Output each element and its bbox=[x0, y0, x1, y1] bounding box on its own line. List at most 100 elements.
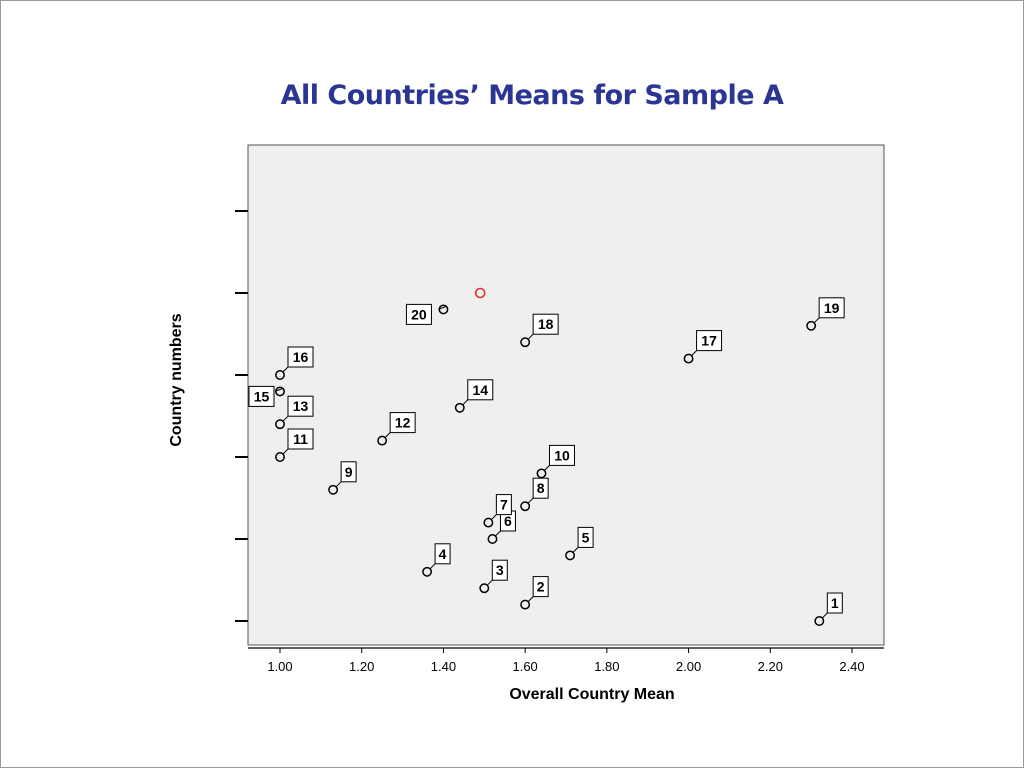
point-marker bbox=[377, 435, 388, 446]
point-marker bbox=[814, 616, 825, 626]
point-label-box bbox=[577, 526, 594, 548]
point-label: 7 bbox=[500, 497, 508, 513]
point-leader-line bbox=[527, 596, 534, 602]
point-marker bbox=[483, 517, 494, 528]
point-marker bbox=[487, 534, 498, 544]
point-marker bbox=[536, 468, 547, 479]
highlight-point-marker bbox=[474, 287, 486, 299]
point-leader-line bbox=[282, 448, 289, 455]
x-axis: 1.00 1.20 1.40 1.60 1.80 2.00 2.20 2.40 bbox=[248, 647, 884, 674]
point-marker bbox=[683, 353, 694, 364]
point-leader-line bbox=[274, 387, 284, 392]
point-label-box bbox=[467, 379, 494, 401]
point-marker bbox=[520, 599, 531, 610]
point-leader-line bbox=[282, 415, 289, 422]
point-label-box bbox=[696, 330, 723, 352]
point-label: 1 bbox=[831, 595, 839, 611]
point-label-box bbox=[532, 313, 559, 335]
point-label: 3 bbox=[496, 562, 504, 578]
point-marker bbox=[275, 370, 285, 380]
data-point: 20 bbox=[405, 303, 449, 325]
point-marker bbox=[479, 583, 490, 594]
data-point: 11 bbox=[275, 428, 314, 462]
point-marker bbox=[520, 501, 531, 512]
point-label: 6 bbox=[504, 513, 512, 529]
point-label-box bbox=[818, 297, 845, 319]
data-point: 18 bbox=[520, 313, 559, 348]
data-point: 2 bbox=[520, 576, 549, 610]
point-label-box bbox=[287, 428, 314, 450]
y-axis bbox=[235, 210, 248, 622]
point-label-box bbox=[491, 559, 508, 581]
point-leader-line bbox=[486, 579, 493, 586]
point-label-box bbox=[287, 346, 314, 368]
x-tick-label: 2.00 bbox=[676, 659, 701, 674]
page-title: All Countries’ Means for Sample A bbox=[280, 80, 784, 111]
point-label: 15 bbox=[254, 388, 270, 404]
data-point: 6 bbox=[487, 510, 516, 544]
point-label-box bbox=[826, 592, 843, 614]
point-label-box bbox=[287, 395, 314, 417]
point-leader-line bbox=[429, 563, 436, 570]
data-point: 3 bbox=[479, 559, 508, 594]
x-tick-label: 1.00 bbox=[267, 659, 292, 674]
point-label: 14 bbox=[472, 382, 488, 398]
point-marker bbox=[422, 566, 433, 577]
point-label-box bbox=[434, 543, 451, 565]
data-point: 17 bbox=[683, 330, 723, 364]
x-tick-label: 1.80 bbox=[594, 659, 619, 674]
point-marker bbox=[806, 320, 817, 331]
point-leader-line bbox=[544, 465, 550, 471]
point-label: 12 bbox=[395, 415, 411, 431]
data-point: 1 bbox=[814, 592, 843, 626]
data-point: 12 bbox=[377, 412, 416, 446]
point-leader-line bbox=[572, 547, 579, 553]
plot-area bbox=[247, 144, 885, 646]
point-leader-line bbox=[462, 399, 469, 406]
point-label: 8 bbox=[537, 480, 545, 496]
point-label: 17 bbox=[701, 333, 717, 349]
x-tick-label: 1.60 bbox=[512, 659, 537, 674]
y-axis-label: Country numbers bbox=[168, 313, 185, 446]
data-point: 9 bbox=[328, 461, 357, 495]
point-leader-line bbox=[495, 530, 501, 537]
x-tick-label: 2.20 bbox=[758, 659, 783, 674]
point-marker bbox=[275, 419, 285, 430]
point-label: 2 bbox=[537, 579, 545, 595]
point-leader-line bbox=[491, 514, 497, 520]
point-leader-line bbox=[821, 612, 828, 619]
point-leader-line bbox=[384, 432, 391, 438]
point-leader-line bbox=[527, 333, 534, 340]
point-marker bbox=[520, 337, 531, 348]
point-leader-line bbox=[691, 350, 697, 356]
point-label: 18 bbox=[538, 316, 554, 332]
point-label: 9 bbox=[345, 464, 353, 480]
point-label-box bbox=[548, 444, 575, 466]
data-point: 4 bbox=[422, 543, 451, 577]
point-leader-line bbox=[282, 366, 289, 373]
point-leader-line bbox=[527, 497, 534, 504]
point-marker bbox=[454, 402, 465, 413]
point-label-box bbox=[405, 303, 432, 325]
data-point: 8 bbox=[520, 477, 549, 512]
data-point: 13 bbox=[275, 395, 314, 430]
point-label: 11 bbox=[293, 431, 308, 447]
point-label: 19 bbox=[824, 300, 840, 316]
x-tick-label: 2.40 bbox=[839, 659, 864, 674]
point-leader-line bbox=[438, 305, 447, 310]
point-label-box bbox=[389, 412, 416, 434]
data-point: 15 bbox=[248, 385, 285, 407]
point-label: 16 bbox=[293, 349, 309, 365]
point-marker bbox=[275, 452, 285, 462]
point-label: 4 bbox=[439, 546, 447, 562]
data-point: 10 bbox=[536, 444, 575, 479]
point-label-box bbox=[248, 385, 275, 407]
point-label-box bbox=[340, 461, 357, 483]
point-label: 10 bbox=[554, 447, 570, 463]
data-point: 16 bbox=[275, 346, 314, 380]
x-axis-label: Overall Country Mean bbox=[509, 686, 674, 703]
data-point: 14 bbox=[454, 379, 494, 413]
point-label-box bbox=[495, 494, 512, 516]
